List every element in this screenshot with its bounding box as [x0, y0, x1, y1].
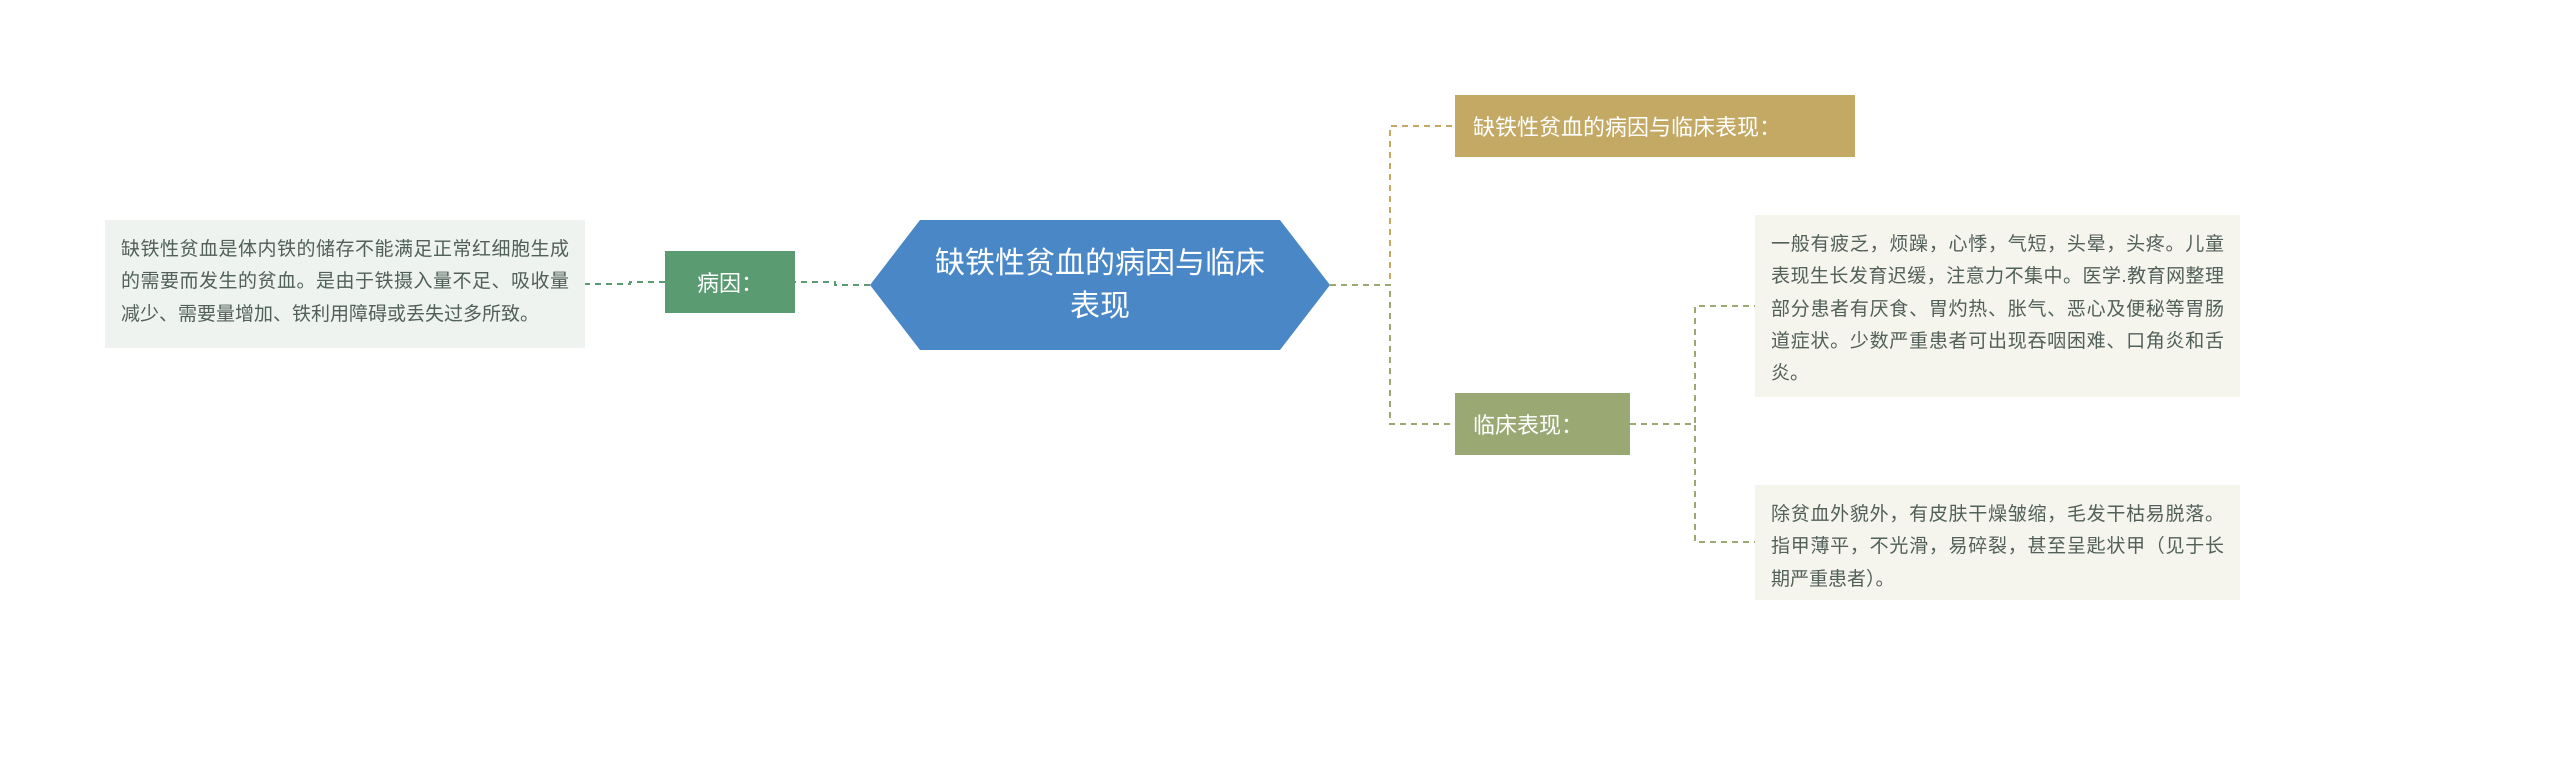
edge-cause-text: [585, 282, 665, 284]
edge-central-cause: [795, 282, 870, 285]
clinical-node-label: 临床表现：: [1473, 408, 1583, 440]
cause-description-text: 缺铁性贫血是体内铁的储存不能满足正常红细胞生成的需要而发生的贫血。是由于铁摄入量…: [121, 239, 569, 325]
cause-node-label: 病因：: [697, 266, 763, 298]
cause-node: 病因：: [665, 251, 795, 313]
edge-central-clinical: [1330, 285, 1455, 424]
central-topic-label: 缺铁性贫血的病因与临床 表现: [935, 242, 1265, 329]
edge-central-title: [1330, 126, 1455, 285]
clinical-node: 临床表现：: [1455, 393, 1630, 455]
title-node: 缺铁性贫血的病因与临床表现：: [1455, 95, 1855, 157]
clinical-description-2-text: 除贫血外貌外，有皮肤干燥皱缩，毛发干枯易脱落。指甲薄平，不光滑，易碎裂，甚至呈匙…: [1771, 504, 2224, 590]
clinical-description-2: 除贫血外貌外，有皮肤干燥皱缩，毛发干枯易脱落。指甲薄平，不光滑，易碎裂，甚至呈匙…: [1755, 485, 2240, 600]
cause-description: 缺铁性贫血是体内铁的储存不能满足正常红细胞生成的需要而发生的贫血。是由于铁摄入量…: [105, 220, 585, 348]
edge-clinical-text1: [1630, 306, 1755, 424]
central-topic: 缺铁性贫血的病因与临床 表现: [870, 220, 1330, 350]
edge-clinical-text2: [1630, 424, 1755, 542]
clinical-description-1-text: 一般有疲乏，烦躁，心悸，气短，头晕，头疼。儿童表现生长发育迟缓，注意力不集中。医…: [1771, 234, 2224, 384]
clinical-description-1: 一般有疲乏，烦躁，心悸，气短，头晕，头疼。儿童表现生长发育迟缓，注意力不集中。医…: [1755, 215, 2240, 397]
title-node-label: 缺铁性贫血的病因与临床表现：: [1473, 110, 1781, 142]
